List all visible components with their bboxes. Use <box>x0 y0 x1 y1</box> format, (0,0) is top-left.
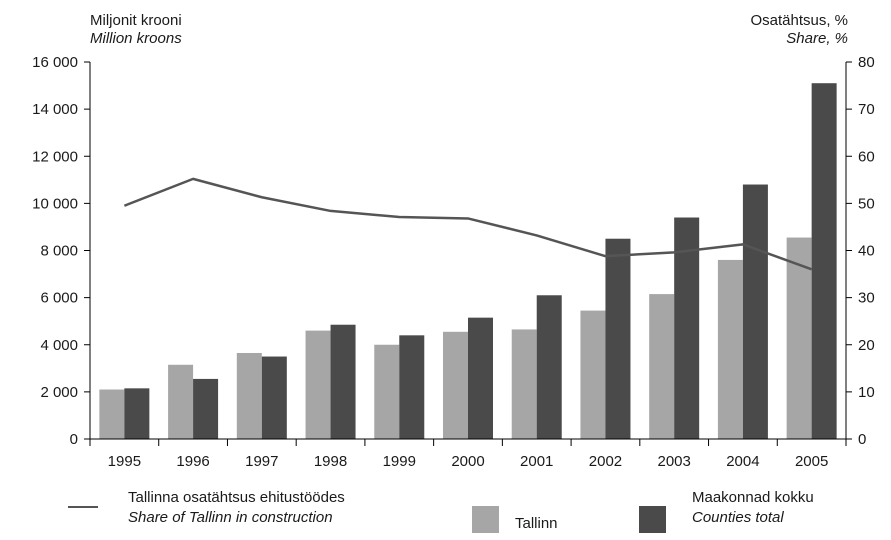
y-right-tick-label: 30 <box>858 290 875 307</box>
y-right-label-en: Share, % <box>786 30 848 47</box>
y-left-tick-label: 2 000 <box>40 384 78 401</box>
y-left-tick-label: 10 000 <box>32 195 78 212</box>
legend-line-label: Tallinna osatähtsus ehitustöödes <box>128 489 345 506</box>
legend-tallinn-entry: Tallinn <box>472 506 558 534</box>
legend-line-label-en: Share of Tallinn in construction <box>128 509 333 526</box>
legend-tallinn-swatch <box>472 506 499 533</box>
x-tick-label-2001: 2001 <box>520 453 553 470</box>
bar-counties-1995 <box>124 388 150 439</box>
y-left-tick-label: 14 000 <box>32 101 78 118</box>
axes-layer: 0 2 000 4 000 6 000 8 000 10 000 12 000 14 000 1… <box>32 54 875 470</box>
bar-counties-2002 <box>605 238 631 439</box>
y-left-tick-label: 8 000 <box>40 243 78 260</box>
x-tick-label-1997: 1997 <box>245 453 278 470</box>
y-right-label: Osatähtsus, % <box>750 12 848 29</box>
y-right-axis-title: Osatähtsus, % Share, % <box>750 12 848 48</box>
bar-tallinn-2002 <box>580 310 606 439</box>
y-left-tick-label: 4 000 <box>40 337 78 354</box>
y-right-tick-label: 60 <box>858 148 875 165</box>
legend-counties-entry: Maakonnad kokku Counties total <box>639 488 814 533</box>
y-left-tick-label: 0 <box>70 431 78 448</box>
x-tick-label-1999: 1999 <box>383 453 416 470</box>
y-right-tick-label: 40 <box>858 243 875 260</box>
line-share-tallinn <box>123 177 813 271</box>
legend-counties-label: Maakonnad kokku <box>692 489 814 506</box>
y-right-tick-label: 50 <box>858 195 875 212</box>
bar-tallinn-2001 <box>511 329 537 439</box>
line-layer <box>123 177 813 271</box>
bar-tallinn-1995 <box>99 389 125 439</box>
bars-layer <box>99 83 837 440</box>
bar-tallinn-1997 <box>236 352 262 439</box>
y-right-tick-label: 70 <box>858 101 875 118</box>
x-tick-label-2000: 2000 <box>451 453 484 470</box>
legend-tallinn-label: Tallinn <box>515 515 558 532</box>
x-tick-label-1998: 1998 <box>314 453 347 470</box>
legend-counties-swatch <box>639 506 666 533</box>
y-left-label: Miljonit krooni <box>90 12 182 29</box>
bar-counties-1999 <box>399 335 425 439</box>
y-left-tick-label: 12 000 <box>32 148 78 165</box>
bar-tallinn-2005 <box>786 237 812 439</box>
y-right-tick-label: 0 <box>858 431 866 448</box>
bar-counties-2000 <box>468 317 493 439</box>
bar-tallinn-1998 <box>305 330 331 439</box>
bar-tallinn-2000 <box>443 331 468 439</box>
y-left-tick-label: 6 000 <box>40 290 78 307</box>
y-right-tick-label: 10 <box>858 384 875 401</box>
legend-line-swatch <box>68 506 98 508</box>
bar-tallinn-2004 <box>717 259 743 439</box>
x-tick-label-2003: 2003 <box>657 453 690 470</box>
y-left-label-en: Million kroons <box>90 30 182 47</box>
x-tick-label-1995: 1995 <box>108 453 141 470</box>
bar-counties-1998 <box>330 324 356 439</box>
bar-counties-2004 <box>742 184 768 439</box>
x-tick-label-2002: 2002 <box>589 453 622 470</box>
bar-counties-1997 <box>261 356 287 439</box>
y-right-tick-label: 80 <box>858 54 875 71</box>
bar-counties-2003 <box>674 217 700 439</box>
legend-counties-label-en: Counties total <box>692 509 784 526</box>
bar-tallinn-2003 <box>649 294 675 439</box>
x-tick-label-2004: 2004 <box>726 453 759 470</box>
y-left-tick-label: 16 000 <box>32 54 78 71</box>
bar-counties-1996 <box>193 378 219 439</box>
bar-counties-2001 <box>536 295 562 439</box>
bar-counties-2005 <box>811 83 837 440</box>
bar-tallinn-1999 <box>374 344 400 439</box>
y-left-axis-title: Miljonit krooni Million kroons <box>90 12 182 48</box>
x-tick-label-2005: 2005 <box>795 453 828 470</box>
x-tick-label-1996: 1996 <box>176 453 209 470</box>
bar-tallinn-1996 <box>168 364 194 439</box>
legend-line-entry: Tallinna osatähtsus ehitustöödes Share o… <box>68 488 345 528</box>
y-right-tick-label: 20 <box>858 337 875 354</box>
